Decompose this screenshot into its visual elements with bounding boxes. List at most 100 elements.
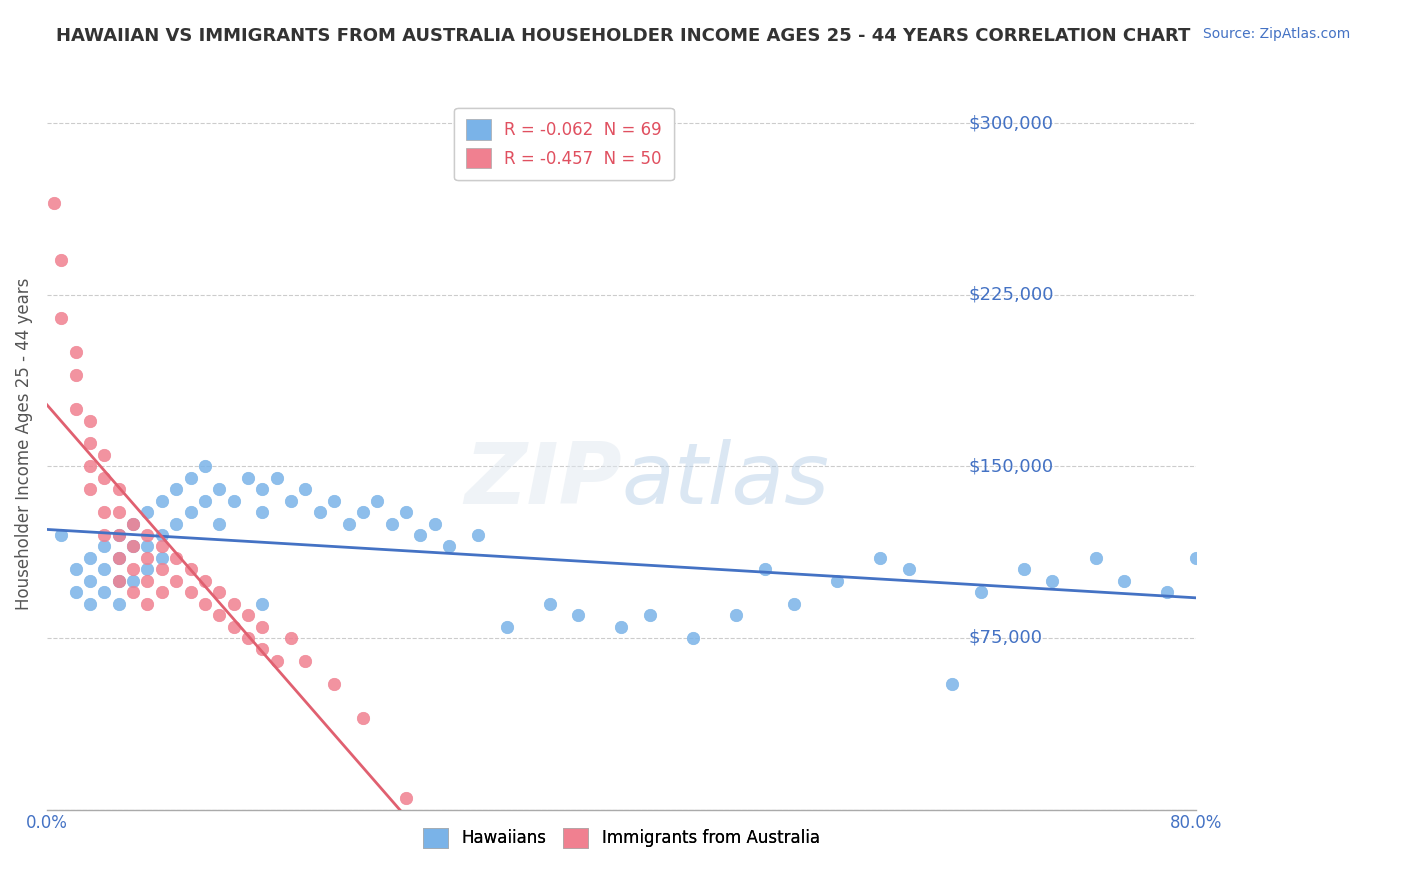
Point <box>65 402 87 417</box>
Point <box>1084 550 1107 565</box>
Point <box>150 550 173 565</box>
Point <box>93 505 115 519</box>
Point <box>1012 562 1035 576</box>
Text: $75,000: $75,000 <box>969 629 1043 647</box>
Point <box>136 574 159 588</box>
Legend: Hawaiians, Immigrants from Australia: Hawaiians, Immigrants from Australia <box>412 816 831 860</box>
Text: Source: ZipAtlas.com: Source: ZipAtlas.com <box>1202 27 1350 41</box>
Point <box>969 585 991 599</box>
Point <box>294 482 316 496</box>
Point <box>467 528 489 542</box>
Point <box>93 471 115 485</box>
Point <box>1156 585 1178 599</box>
Point <box>107 482 129 496</box>
Point <box>107 550 129 565</box>
Point <box>266 471 288 485</box>
Point <box>222 493 245 508</box>
Point <box>79 459 101 474</box>
Point <box>107 597 129 611</box>
Point <box>79 436 101 450</box>
Point <box>222 619 245 633</box>
Point <box>252 619 274 633</box>
Text: $225,000: $225,000 <box>969 285 1054 304</box>
Point <box>825 574 848 588</box>
Point <box>180 471 202 485</box>
Point <box>495 619 517 633</box>
Point <box>122 516 145 531</box>
Point <box>252 505 274 519</box>
Point <box>107 528 129 542</box>
Point <box>366 493 388 508</box>
Point <box>180 505 202 519</box>
Point <box>79 550 101 565</box>
Point <box>122 540 145 554</box>
Point <box>208 608 231 623</box>
Point <box>754 562 776 576</box>
Point <box>65 585 87 599</box>
Point <box>395 791 418 805</box>
Point <box>150 562 173 576</box>
Point <box>180 562 202 576</box>
Point <box>280 493 302 508</box>
Point <box>93 540 115 554</box>
Point <box>180 585 202 599</box>
Point <box>266 654 288 668</box>
Point <box>122 516 145 531</box>
Point <box>783 597 806 611</box>
Point <box>236 631 259 645</box>
Point <box>638 608 661 623</box>
Point <box>93 562 115 576</box>
Point <box>136 505 159 519</box>
Text: HAWAIIAN VS IMMIGRANTS FROM AUSTRALIA HOUSEHOLDER INCOME AGES 25 - 44 YEARS CORR: HAWAIIAN VS IMMIGRANTS FROM AUSTRALIA HO… <box>56 27 1191 45</box>
Point <box>150 540 173 554</box>
Point <box>136 562 159 576</box>
Point <box>337 516 360 531</box>
Point <box>65 345 87 359</box>
Point <box>122 574 145 588</box>
Point <box>150 585 173 599</box>
Point <box>107 574 129 588</box>
Point <box>236 471 259 485</box>
Point <box>79 414 101 428</box>
Point <box>381 516 404 531</box>
Text: $300,000: $300,000 <box>969 114 1053 132</box>
Point <box>409 528 432 542</box>
Point <box>136 550 159 565</box>
Point <box>136 540 159 554</box>
Point <box>122 562 145 576</box>
Point <box>682 631 704 645</box>
Point <box>107 550 129 565</box>
Point <box>208 482 231 496</box>
Point <box>423 516 446 531</box>
Point <box>252 482 274 496</box>
Point <box>165 516 187 531</box>
Point <box>323 493 346 508</box>
Point <box>252 597 274 611</box>
Point <box>294 654 316 668</box>
Point <box>122 540 145 554</box>
Text: $150,000: $150,000 <box>969 458 1053 475</box>
Point <box>208 585 231 599</box>
Point <box>194 574 217 588</box>
Point <box>194 493 217 508</box>
Point <box>194 459 217 474</box>
Point <box>352 505 374 519</box>
Point <box>897 562 920 576</box>
Point <box>610 619 633 633</box>
Point <box>869 550 891 565</box>
Point <box>1114 574 1136 588</box>
Point <box>323 676 346 690</box>
Point <box>941 676 963 690</box>
Point <box>79 574 101 588</box>
Text: atlas: atlas <box>621 439 830 522</box>
Point <box>93 448 115 462</box>
Point <box>79 482 101 496</box>
Point <box>222 597 245 611</box>
Point <box>567 608 589 623</box>
Point <box>150 493 173 508</box>
Point <box>165 574 187 588</box>
Point <box>308 505 330 519</box>
Point <box>725 608 748 623</box>
Point <box>65 368 87 382</box>
Point <box>93 585 115 599</box>
